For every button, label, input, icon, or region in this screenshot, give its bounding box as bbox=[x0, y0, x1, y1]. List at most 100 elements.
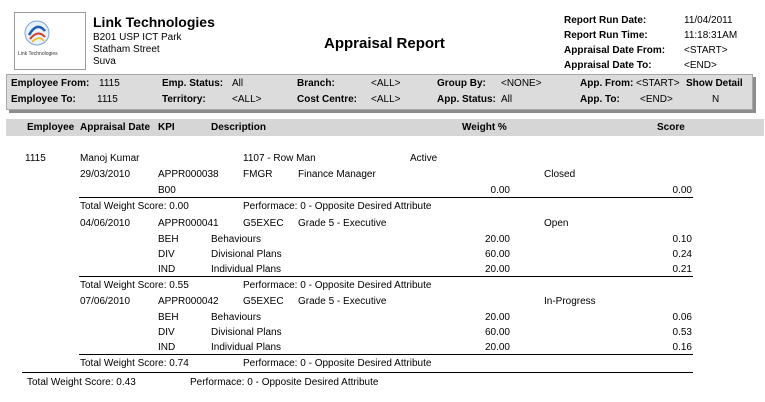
kpi-code: BEH bbox=[158, 312, 179, 323]
emp-status-value: All bbox=[232, 78, 244, 89]
kpi-code: IND bbox=[158, 342, 176, 353]
app-status-label: App. Status: bbox=[437, 94, 496, 105]
appraisal-date-from-label: Appraisal Date From: bbox=[564, 45, 666, 56]
divider-line bbox=[79, 197, 693, 198]
branch-value: <ALL> bbox=[371, 78, 401, 89]
kpi-description: Behaviours bbox=[211, 234, 262, 245]
company-address-line1: B201 USP ICT Park bbox=[93, 32, 182, 43]
appraisal-total-weight-score: Total Weight Score: 0.55 bbox=[80, 280, 189, 291]
filter-panel bbox=[6, 74, 753, 110]
company-address-line2: Statham Street bbox=[93, 44, 160, 55]
kpi-code: DIV bbox=[158, 249, 175, 260]
app-to-label: App. To: bbox=[580, 94, 620, 105]
column-header-bar bbox=[6, 119, 764, 136]
kpi-weight: 0.00 bbox=[490, 185, 510, 196]
kpi-score: 0.53 bbox=[672, 327, 692, 338]
kpi-description: Individual Plans bbox=[211, 342, 282, 353]
run-date-value: 11/04/2011 bbox=[684, 15, 733, 26]
cost-centre-label: Cost Centre: bbox=[297, 94, 358, 105]
grand-total-performance: Performace: 0 - Opposite Desired Attribu… bbox=[190, 377, 379, 388]
app-to-value: <END> bbox=[640, 94, 673, 105]
appraisal-title: Finance Manager bbox=[298, 169, 376, 180]
column-appraisal-date: Appraisal Date bbox=[80, 122, 151, 133]
appraisal-code: G5EXEC bbox=[243, 218, 284, 229]
appraisal-code: FMGR bbox=[243, 169, 273, 180]
employee-to-value: 1115 bbox=[97, 94, 118, 105]
appraisal-date-to-label: Appraisal Date To: bbox=[564, 60, 652, 71]
territory-label: Territory: bbox=[162, 94, 206, 105]
kpi-score: 0.21 bbox=[672, 264, 692, 275]
employee-position: 1107 - Row Man bbox=[243, 153, 316, 164]
appraisal-date-to-value: <END> bbox=[684, 60, 717, 71]
column-employee: Employee bbox=[27, 122, 75, 133]
company-logo: Link Technologies bbox=[14, 12, 86, 70]
show-detail-value: N bbox=[712, 94, 720, 105]
employee-name: Manoj Kumar bbox=[80, 153, 140, 164]
appraisal-status: Closed bbox=[544, 169, 576, 180]
appraisal-performance: Performace: 0 - Opposite Desired Attribu… bbox=[243, 280, 432, 291]
employee-to-label: Employee To: bbox=[11, 94, 76, 105]
run-date-label: Report Run Date: bbox=[564, 15, 647, 26]
kpi-description: Divisional Plans bbox=[211, 249, 282, 260]
employee-id: 1115 bbox=[25, 153, 46, 164]
territory-value: <ALL> bbox=[232, 94, 262, 105]
column-score: Score bbox=[657, 122, 685, 133]
run-time-value: 11:18:31AM bbox=[684, 30, 738, 41]
kpi-weight: 20.00 bbox=[484, 264, 510, 275]
kpi-code: B00 bbox=[158, 185, 176, 196]
kpi-weight: 20.00 bbox=[484, 312, 510, 323]
divider-line bbox=[79, 276, 693, 277]
run-time-label: Report Run Time: bbox=[564, 30, 648, 41]
divider-line bbox=[79, 354, 693, 355]
appraisal-performance: Performace: 0 - Opposite Desired Attribu… bbox=[243, 358, 432, 369]
kpi-score: 0.10 bbox=[672, 234, 692, 245]
appraisal-total-weight-score: Total Weight Score: 0.00 bbox=[80, 201, 189, 212]
kpi-weight: 20.00 bbox=[484, 342, 510, 353]
kpi-score: 0.06 bbox=[672, 312, 692, 323]
company-name: Link Technologies bbox=[93, 14, 215, 30]
appraisal-status: In-Progress bbox=[544, 296, 596, 307]
emp-status-label: Emp. Status: bbox=[162, 78, 224, 89]
kpi-score: 0.00 bbox=[672, 185, 692, 196]
report-title: Appraisal Report bbox=[324, 35, 445, 52]
kpi-code: BEH bbox=[158, 234, 179, 245]
group-by-value: <NONE> bbox=[501, 78, 542, 89]
appraisal-date: 07/06/2010 bbox=[80, 296, 131, 307]
appraisal-number: APPR000042 bbox=[158, 296, 219, 307]
kpi-code: IND bbox=[158, 264, 176, 275]
column-weight: Weight % bbox=[462, 122, 507, 133]
cost-centre-value: <ALL> bbox=[371, 94, 401, 105]
employee-from-label: Employee From: bbox=[11, 78, 90, 89]
kpi-score: 0.16 bbox=[672, 342, 692, 353]
kpi-code: DIV bbox=[158, 327, 175, 338]
appraisal-number: APPR000041 bbox=[158, 218, 219, 229]
column-kpi: KPI bbox=[158, 122, 175, 133]
kpi-weight: 60.00 bbox=[484, 327, 510, 338]
group-by-label: Group By: bbox=[437, 78, 486, 89]
kpi-description: Individual Plans bbox=[211, 264, 282, 275]
appraisal-date: 04/06/2010 bbox=[80, 218, 131, 229]
branch-label: Branch: bbox=[297, 78, 335, 89]
grand-total-divider bbox=[22, 372, 693, 373]
column-description: Description bbox=[211, 122, 267, 133]
kpi-description: Behaviours bbox=[211, 312, 262, 323]
appraisal-performance: Performace: 0 - Opposite Desired Attribu… bbox=[243, 201, 432, 212]
kpi-score: 0.24 bbox=[672, 249, 692, 260]
grand-total-weight-score: Total Weight Score: 0.43 bbox=[27, 377, 136, 388]
show-detail-label: Show Detail bbox=[686, 78, 743, 89]
app-from-value: <START> bbox=[636, 78, 680, 89]
appraisal-title: Grade 5 - Executive bbox=[298, 218, 387, 229]
employee-from-value: 1115 bbox=[99, 78, 120, 89]
employee-status: Active bbox=[410, 153, 438, 164]
app-status-value: All bbox=[501, 94, 513, 105]
app-from-label: App. From: bbox=[580, 78, 634, 89]
appraisal-total-weight-score: Total Weight Score: 0.74 bbox=[80, 358, 189, 369]
appraisal-status: Open bbox=[544, 218, 569, 229]
appraisal-date: 29/03/2010 bbox=[80, 169, 131, 180]
logo-text: Link Technologies bbox=[18, 51, 58, 57]
appraisal-code: G5EXEC bbox=[243, 296, 284, 307]
logo-swirl-icon bbox=[24, 20, 50, 46]
kpi-weight: 20.00 bbox=[484, 234, 510, 245]
appraisal-number: APPR000038 bbox=[158, 169, 219, 180]
kpi-description: Divisional Plans bbox=[211, 327, 282, 338]
